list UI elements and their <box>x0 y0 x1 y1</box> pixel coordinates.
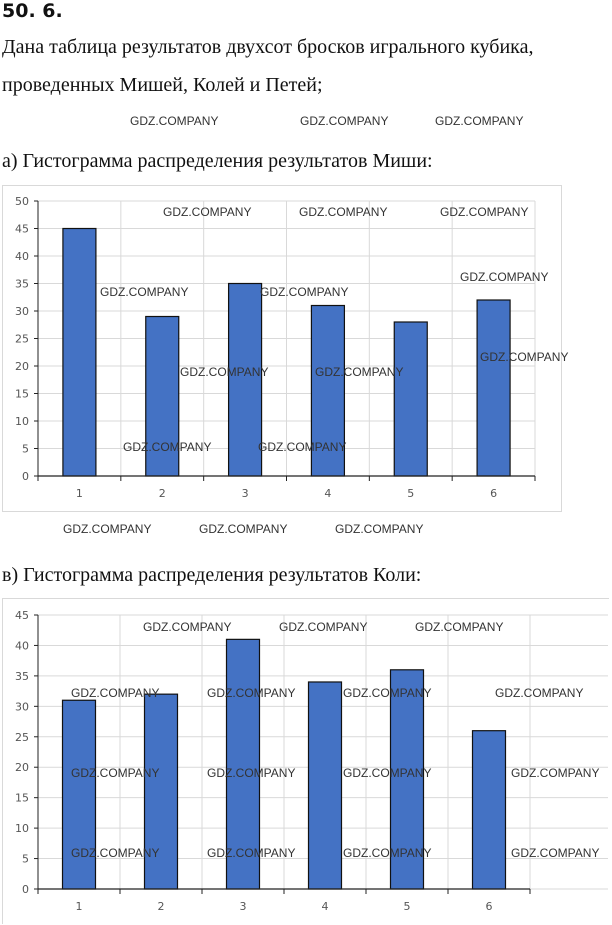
y-tick-label: 5 <box>22 443 29 456</box>
x-tick-label: 5 <box>404 900 411 913</box>
problem-number: 50. 6. <box>2 0 63 22</box>
x-tick-label: 3 <box>242 487 249 500</box>
y-tick-label: 20 <box>15 761 29 774</box>
histogram-kolya: 0 5 10 15 20 25 30 35 40 45 1 2 3 4 5 6 <box>2 598 609 924</box>
y-tick-label: 20 <box>15 360 29 373</box>
bar-2 <box>145 315 180 477</box>
y-tick-label: 50 <box>15 195 29 208</box>
watermark-text: GDZ.COMPANY <box>130 114 219 128</box>
x-tick-label: 5 <box>407 487 414 500</box>
y-tick-label: 25 <box>15 731 29 744</box>
x-tick-label: 1 <box>76 900 83 913</box>
x-tick-label: 4 <box>322 900 329 913</box>
x-tick-label: 6 <box>490 487 497 500</box>
y-tick-label: 35 <box>15 278 29 291</box>
x-tick-label: 4 <box>324 487 331 500</box>
bar-4 <box>307 681 343 890</box>
intro-text-line-1: Дана таблица результатов двухсот бросков… <box>2 36 534 58</box>
watermark-text: GDZ.COMPANY <box>199 522 288 536</box>
y-tick-label: 15 <box>15 792 29 805</box>
intro-text-line-2: проведенных Мишей, Колей и Петей; <box>2 74 323 96</box>
x-tick-label: 2 <box>159 487 166 500</box>
bar-4 <box>310 304 346 477</box>
y-tick-label: 0 <box>22 470 29 483</box>
bar-1 <box>62 227 97 477</box>
y-tick-label: 5 <box>22 853 29 866</box>
bar-3 <box>225 638 261 890</box>
x-tick-label: 3 <box>240 900 247 913</box>
y-tick-label: 25 <box>15 333 29 346</box>
x-tick-label: 2 <box>158 900 165 913</box>
watermark-text: GDZ.COMPANY <box>300 114 389 128</box>
chart-b-title: в) Гистограмма распределения результатов… <box>2 564 422 586</box>
histogram-misha: 0 5 10 15 20 25 30 35 40 45 50 1 2 3 4 5 6 <box>2 185 562 512</box>
x-tick-label: 6 <box>486 900 493 913</box>
y-tick-label: 0 <box>22 883 29 896</box>
y-tick-label: 45 <box>15 223 29 236</box>
bar-3 <box>227 282 263 477</box>
y-tick-label: 10 <box>15 822 29 835</box>
bar-1 <box>61 699 97 890</box>
bar-6 <box>476 299 511 477</box>
x-tick-label: 1 <box>76 487 83 500</box>
watermark-text: GDZ.COMPANY <box>335 522 424 536</box>
y-tick-label: 35 <box>15 670 29 683</box>
y-tick-label: 30 <box>15 700 29 713</box>
y-tick-label: 10 <box>15 415 29 428</box>
y-tick-label: 40 <box>15 250 29 263</box>
chart-a-title: а) Гистограмма распределения результатов… <box>2 150 433 172</box>
y-tick-label: 30 <box>15 305 29 318</box>
bar-5 <box>389 669 425 890</box>
bar-6 <box>471 730 507 890</box>
bar-5 <box>393 321 428 477</box>
y-tick-label: 45 <box>15 609 29 622</box>
y-tick-label: 40 <box>15 639 29 652</box>
y-tick-label: 15 <box>15 388 29 401</box>
watermark-text: GDZ.COMPANY <box>435 114 524 128</box>
bar-2 <box>143 693 179 890</box>
watermark-text: GDZ.COMPANY <box>63 522 152 536</box>
